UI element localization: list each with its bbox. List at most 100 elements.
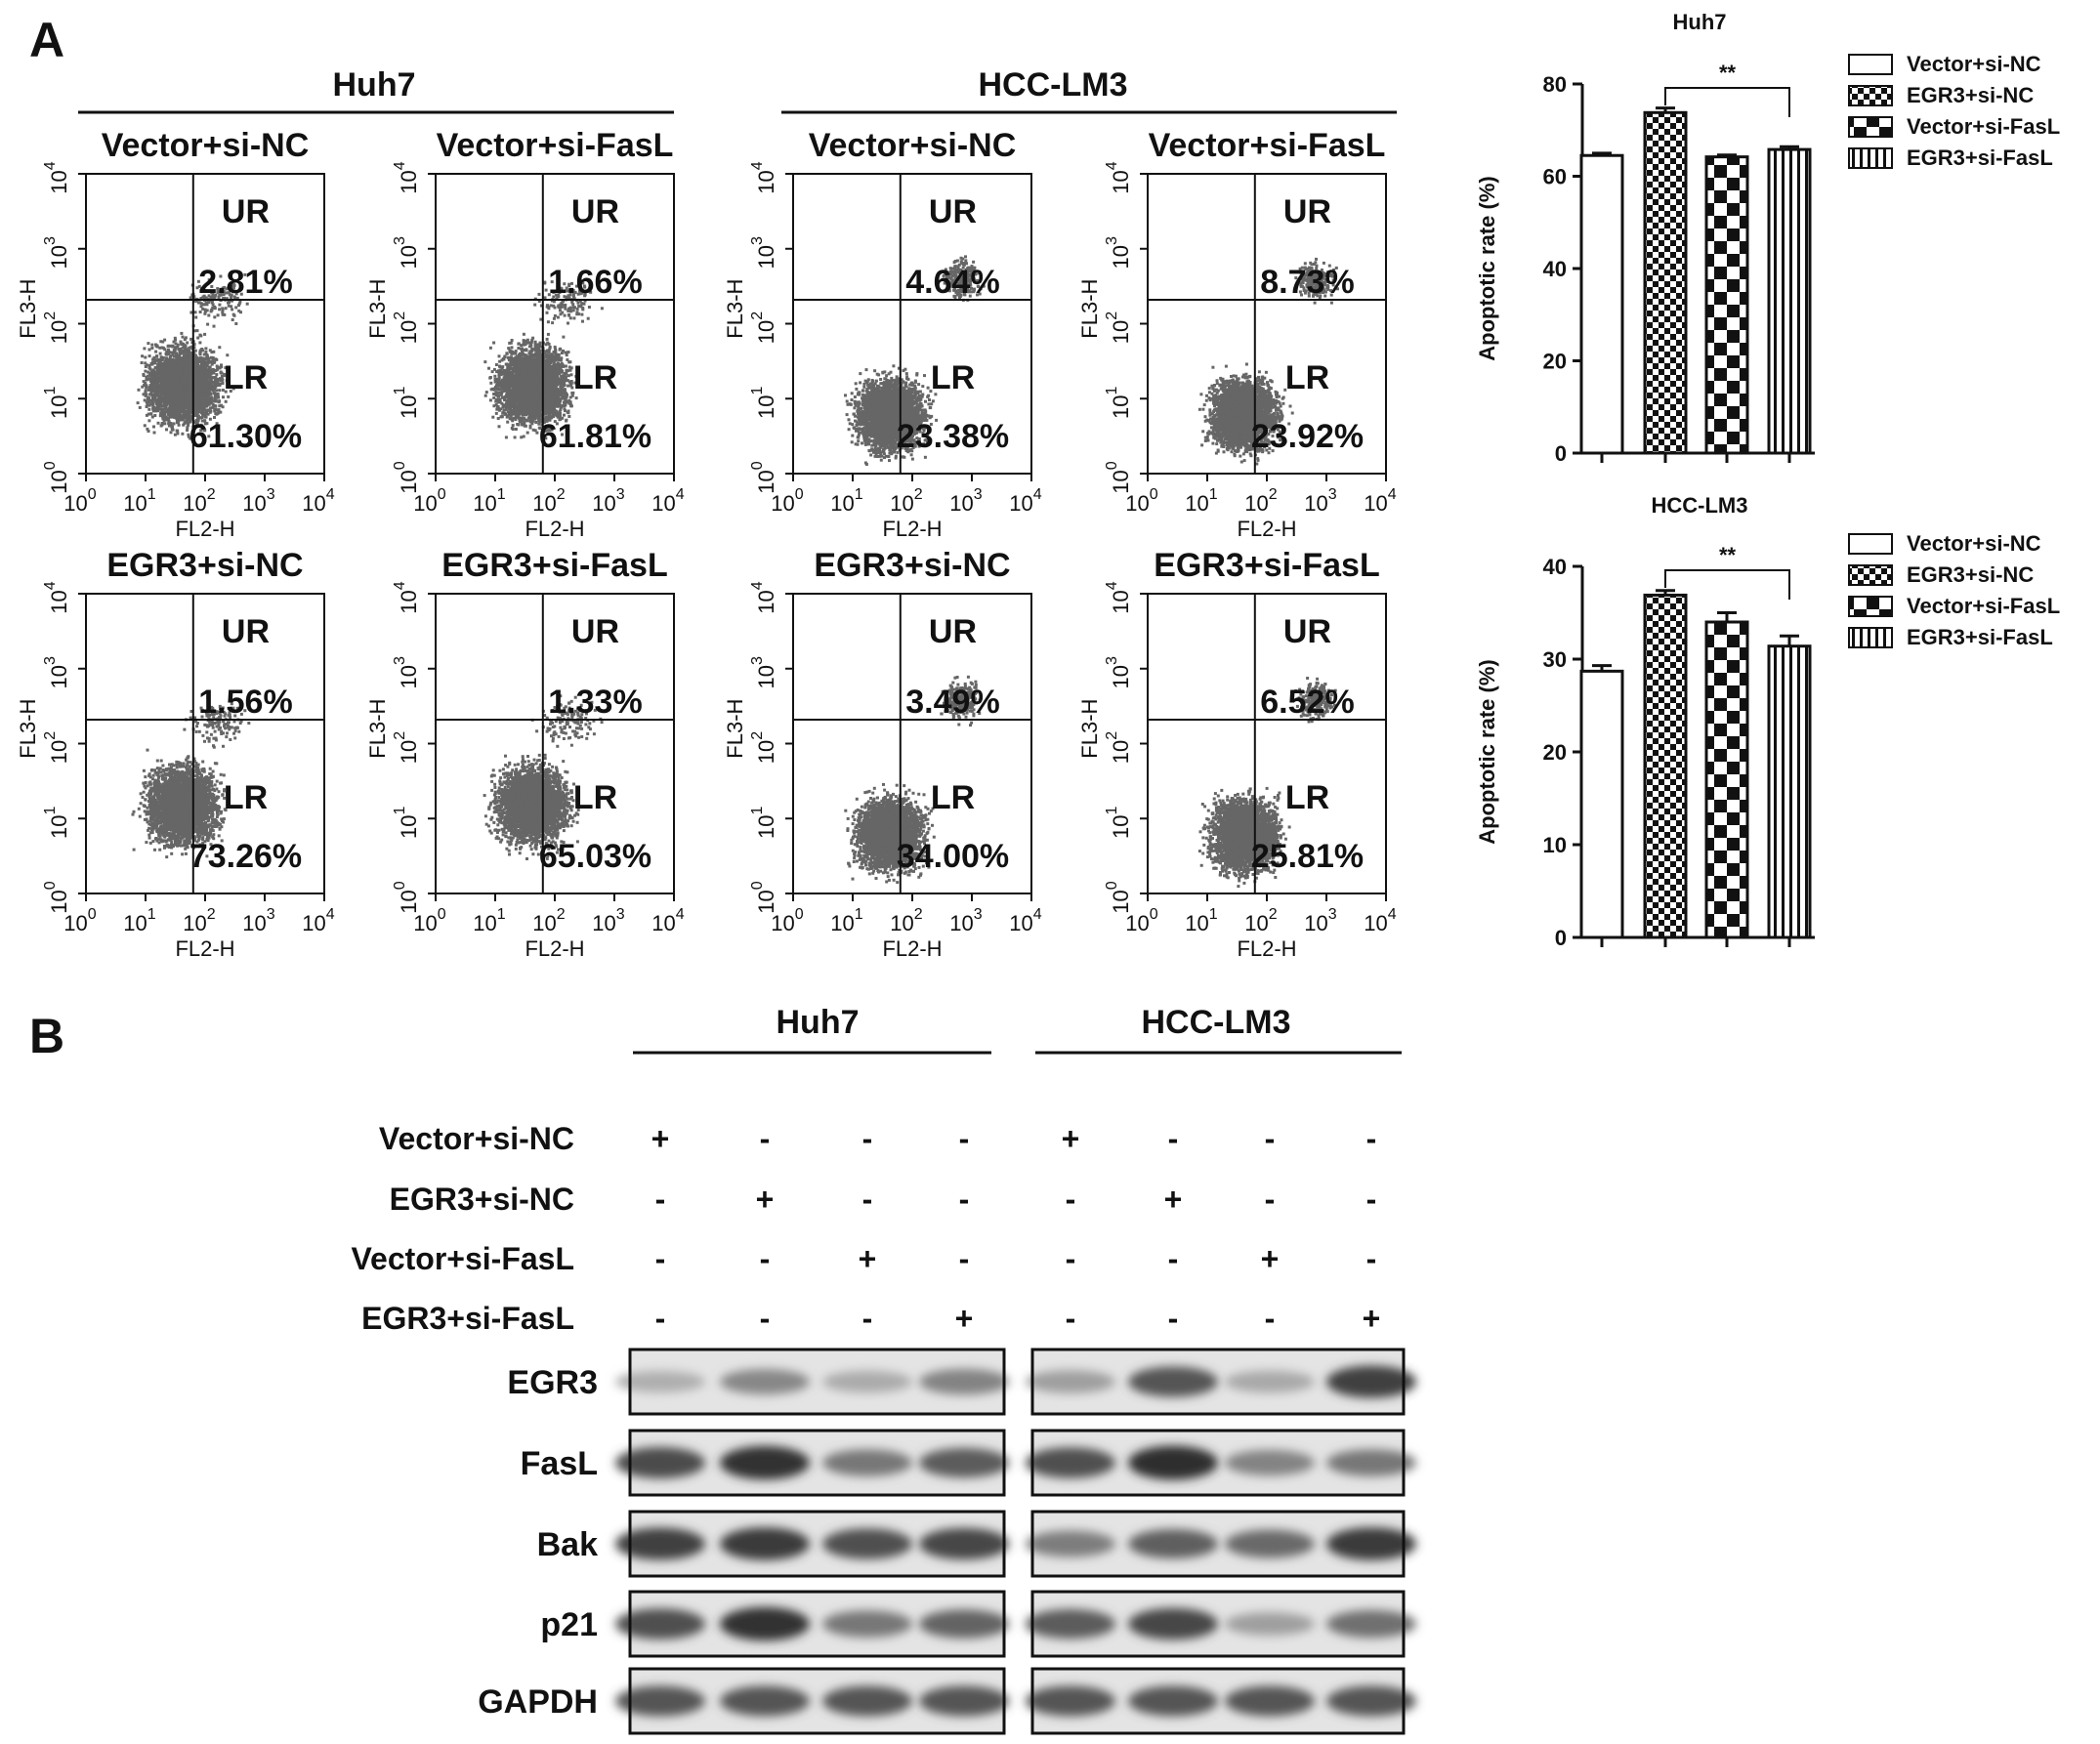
flow-header-huh7: Huh7 [333, 66, 416, 104]
flow-event [147, 403, 151, 407]
flow-event [234, 306, 238, 310]
flow-event [147, 342, 150, 346]
flow-event [206, 322, 210, 326]
flow-event [171, 394, 175, 397]
flow-tick-exp: 3 [42, 236, 59, 245]
flow-event [176, 411, 180, 415]
flow-event [180, 342, 184, 346]
flow-event [169, 379, 173, 383]
flow-event [151, 401, 155, 405]
flow-event [145, 384, 148, 388]
flow-tick-exp: 0 [88, 486, 97, 503]
flow-event [172, 374, 176, 378]
flow-event [163, 359, 167, 363]
flow-event [158, 352, 162, 355]
flow-event [173, 433, 177, 436]
flow-event [177, 400, 181, 404]
flow-event [189, 337, 193, 341]
flow-event [181, 380, 184, 384]
flow-tick-base: 10 [63, 491, 87, 516]
flow-event [144, 365, 147, 368]
flow-event [214, 357, 218, 361]
flow-event [497, 354, 501, 358]
flow-event [148, 379, 152, 383]
flow-x-tick-label: 102 [183, 486, 215, 516]
flow-event [564, 364, 567, 368]
flow-event [514, 428, 518, 431]
flow-event [198, 389, 202, 393]
flow-event [200, 407, 204, 411]
flow-event [175, 364, 179, 368]
flow-event [159, 340, 163, 344]
flow-event [195, 421, 199, 425]
flow-event [147, 348, 151, 352]
flow-event [204, 395, 208, 399]
flow-event [216, 381, 220, 385]
flow-event [199, 375, 203, 379]
flow-event [162, 404, 166, 407]
flow-event [165, 408, 169, 412]
flow-lr-label: LR [224, 359, 268, 396]
flow-event [202, 402, 205, 406]
flow-event [144, 355, 147, 359]
flow-event [164, 359, 168, 363]
flow-event [197, 396, 200, 399]
flow-event [198, 386, 202, 390]
flow-event [200, 360, 204, 364]
flow-event [149, 391, 153, 394]
flow-event [175, 358, 179, 362]
flow-event [170, 425, 174, 429]
flow-y-axis-label: FL3-H [16, 279, 40, 339]
flow-event [220, 363, 223, 367]
flow-event [167, 344, 171, 348]
flow-event [160, 358, 164, 362]
flow-event [169, 344, 173, 348]
flow-tick-base: 10 [302, 491, 325, 516]
flow-event [218, 303, 222, 307]
flow-event [214, 398, 218, 402]
flow-event [149, 377, 153, 381]
flow-event [214, 377, 218, 381]
flow-event [202, 366, 206, 370]
flow-event [198, 341, 202, 345]
flow-event [177, 423, 181, 427]
flow-event [158, 346, 162, 350]
flow-event [205, 364, 209, 368]
flow-event [221, 382, 225, 385]
flow-event [146, 427, 149, 431]
flow-event [166, 418, 170, 422]
flow-x-tick-label: 103 [242, 486, 274, 516]
flow-event [167, 424, 171, 428]
flow-tick-base: 10 [47, 320, 71, 344]
flow-event [173, 416, 177, 420]
flow-event [231, 387, 235, 391]
flow-event [180, 394, 183, 397]
flow-event [147, 407, 151, 411]
flow-event [181, 404, 185, 408]
flow-event [204, 351, 208, 353]
flow-event [150, 346, 154, 350]
flow-event [167, 361, 171, 365]
flow-event [145, 413, 148, 417]
flow-event [207, 359, 211, 363]
flow-event [154, 343, 157, 347]
flow-event [201, 381, 205, 385]
flow-event [154, 370, 158, 374]
flow-event [173, 402, 177, 406]
flow-plot-1: Vector+si-NCUR2.81%LR61.30%1001001011011… [16, 127, 335, 541]
flow-event [167, 350, 171, 353]
flow-event [154, 386, 158, 390]
flow-event [231, 308, 234, 311]
flow-event [161, 340, 165, 344]
flow-event [484, 391, 488, 394]
flow-event [217, 400, 221, 404]
flow-ur-label: UR [222, 193, 270, 230]
flow-tick-exp: 1 [42, 386, 59, 394]
flow-event [227, 394, 231, 398]
flow-event [160, 365, 164, 369]
flow-event [144, 361, 147, 365]
flow-event [145, 405, 148, 408]
flow-event [198, 311, 202, 313]
flow-event [207, 386, 211, 390]
flow-event [186, 363, 189, 366]
